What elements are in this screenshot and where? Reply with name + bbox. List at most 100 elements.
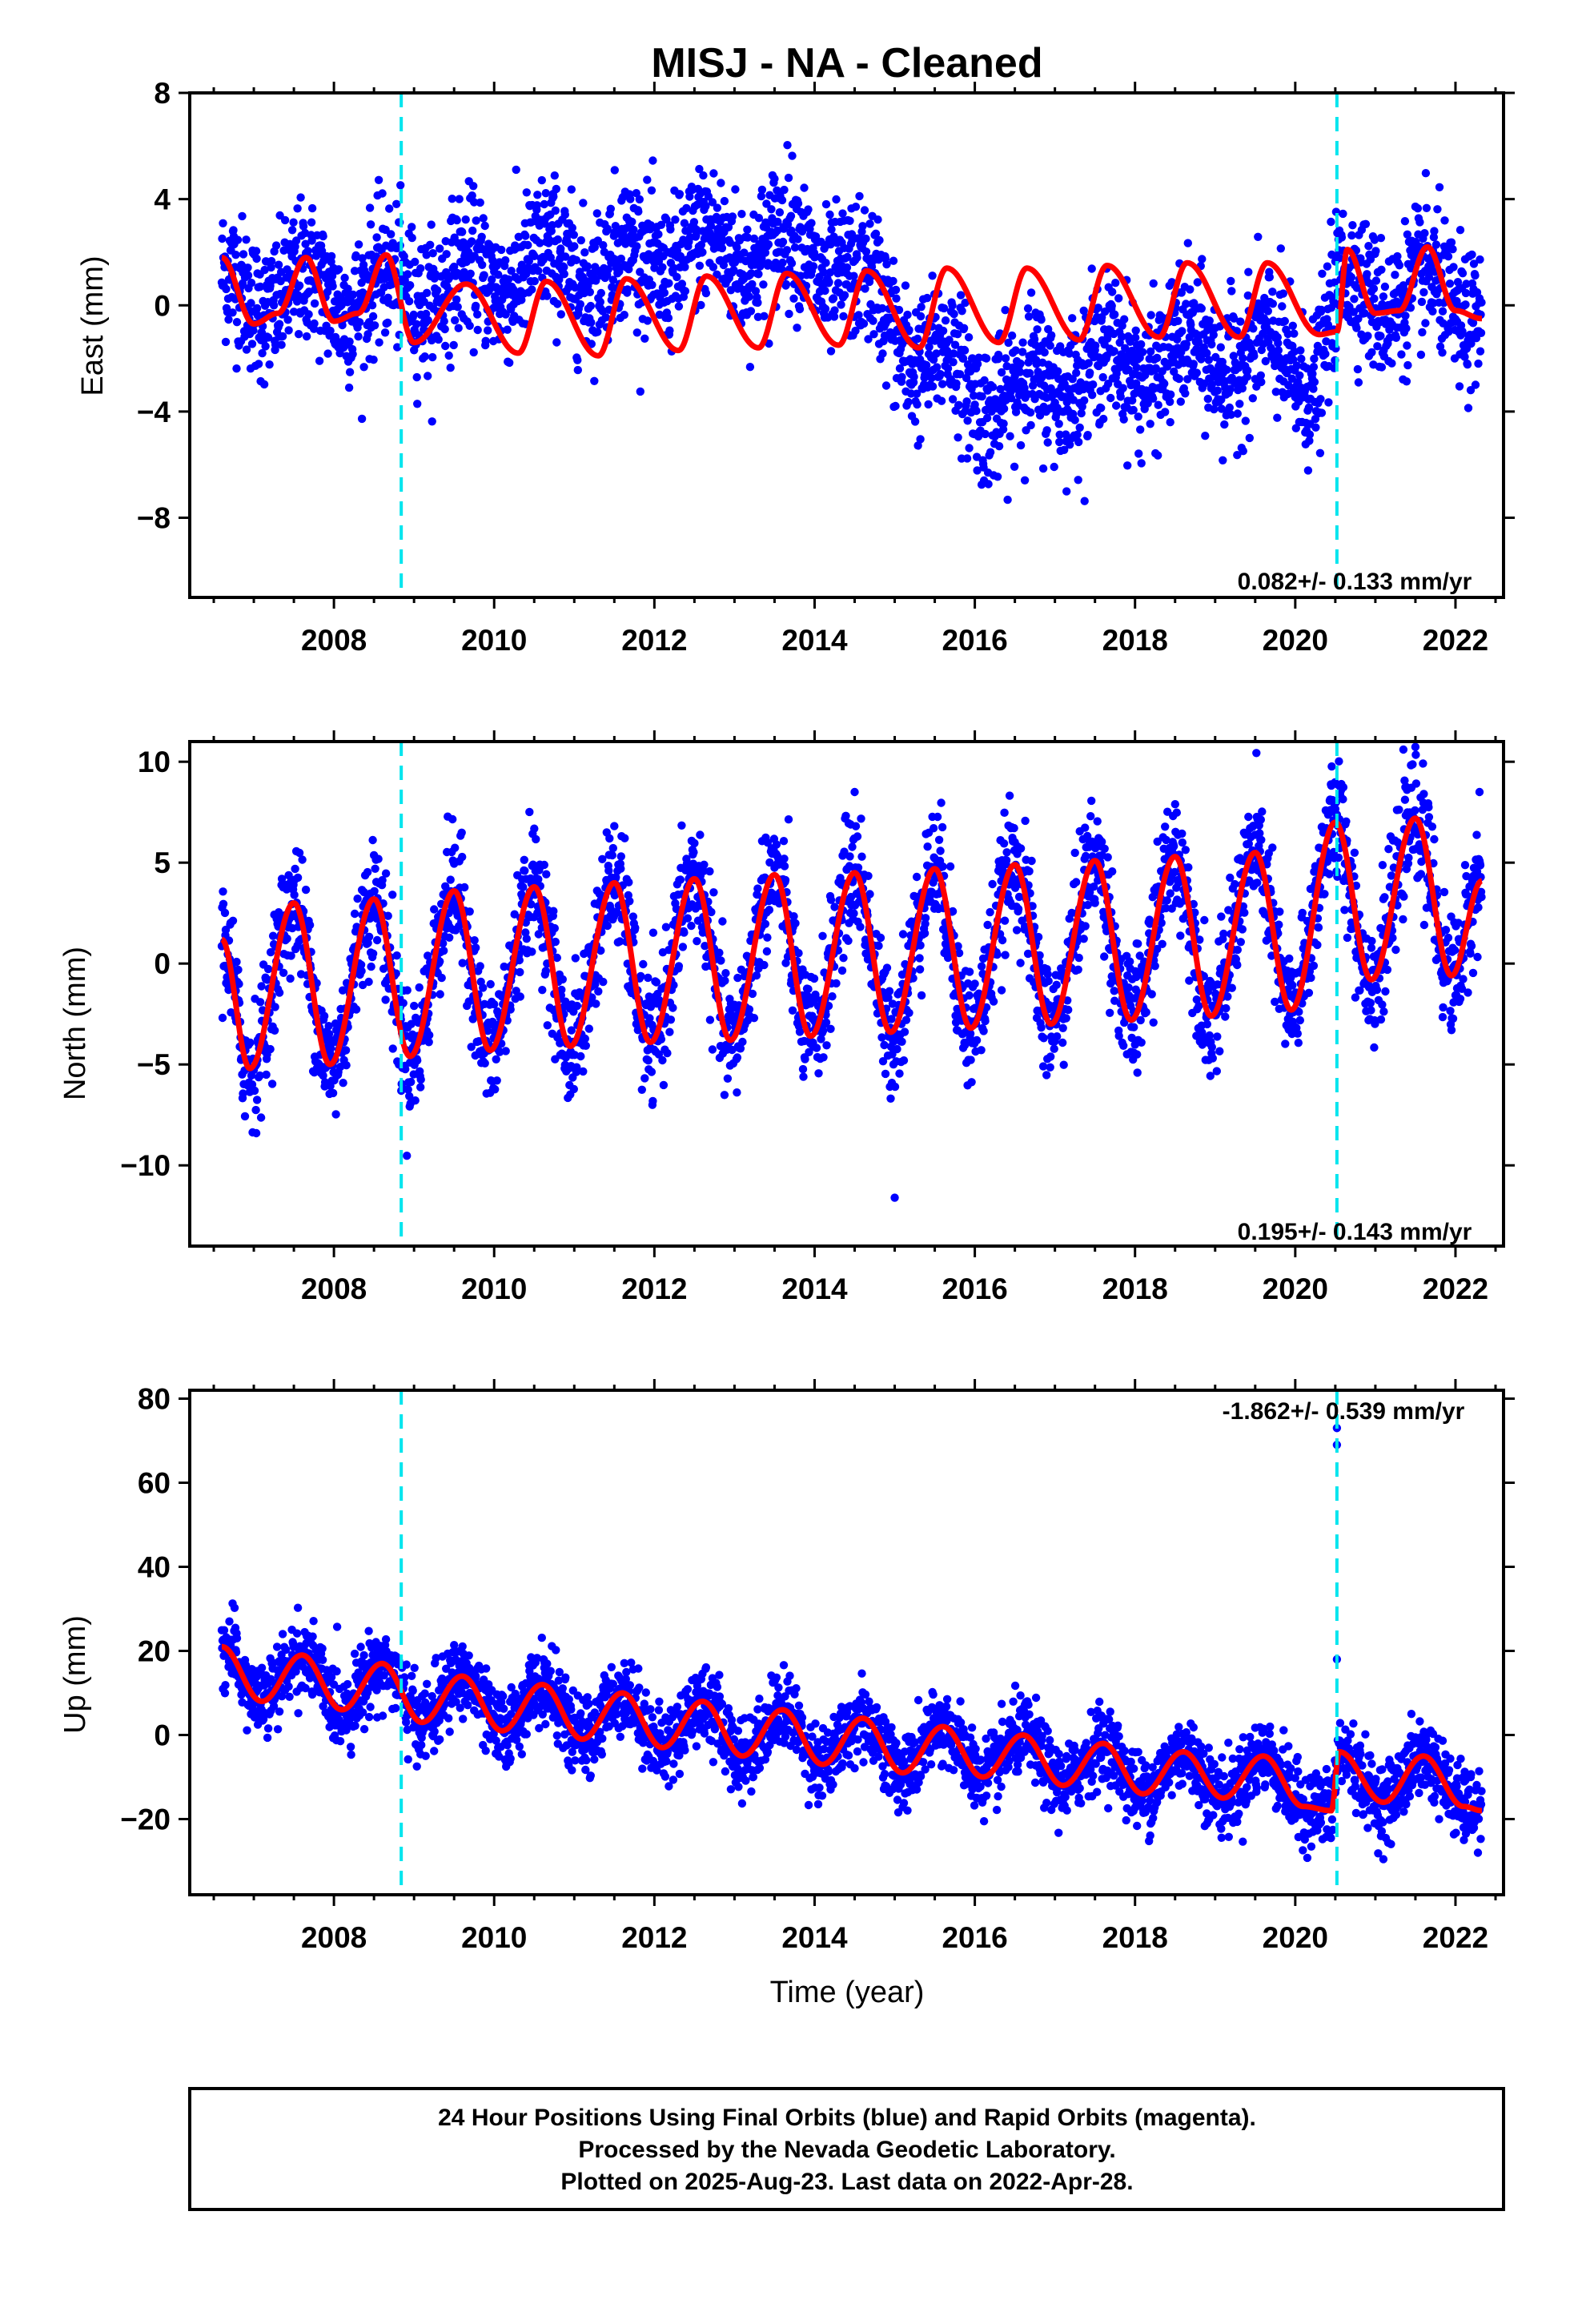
east-obs-point <box>1387 359 1396 368</box>
east-obs-point <box>913 334 922 344</box>
east-obs-point <box>1364 242 1373 251</box>
east-obs-point <box>830 306 839 315</box>
north-obs-point <box>639 959 648 969</box>
east-obs-point <box>380 328 390 337</box>
east-obs-point <box>503 325 512 334</box>
east-obs-point <box>882 259 891 269</box>
east-obs-point <box>986 448 995 456</box>
east-obs-point <box>620 311 628 320</box>
east-obs-point <box>912 389 921 398</box>
east-obs-point <box>664 313 673 323</box>
east-obs-point <box>1108 287 1117 296</box>
north-obs-point <box>388 891 397 899</box>
east-obs-point <box>948 395 958 404</box>
east-obs-point <box>247 340 257 348</box>
east-obs-point <box>434 335 443 344</box>
east-obs-point <box>311 251 321 260</box>
east-obs-point <box>365 203 375 212</box>
east-obs-point <box>1256 371 1266 380</box>
north-obs-point <box>915 965 925 974</box>
north-obs-point <box>371 864 379 874</box>
north-obs-point <box>938 822 947 832</box>
north-obs-point <box>717 956 725 965</box>
east-obs-point <box>1348 221 1357 230</box>
east-obs-point <box>428 417 436 426</box>
east-obs-point <box>1376 234 1386 243</box>
north-obs-point <box>608 843 617 853</box>
east-obs-point <box>949 358 958 367</box>
east-obs-point <box>1415 218 1424 227</box>
east-obs-point <box>697 240 706 249</box>
east-obs-point <box>1230 314 1239 323</box>
east-obs-point <box>354 332 363 341</box>
east-obs-point <box>598 307 607 316</box>
east-obs-point <box>943 364 953 373</box>
east-obs-point <box>450 262 459 271</box>
east-obs-point <box>762 199 771 208</box>
east-obs-point <box>287 226 297 235</box>
east-obs-point <box>997 368 1006 377</box>
east-obs-point <box>294 330 303 339</box>
east-obs-point <box>604 265 612 274</box>
east-obs-point <box>1015 368 1025 376</box>
east-obs-point <box>540 199 548 209</box>
north-obs-point <box>324 1029 334 1039</box>
east-obs-point <box>1121 344 1130 352</box>
east-obs-point <box>1137 459 1146 468</box>
east-obs-point <box>299 222 308 231</box>
east-obs-point <box>671 215 680 224</box>
east-obs-point <box>761 248 770 257</box>
east-obs-point <box>524 256 533 266</box>
east-obs-point <box>1243 372 1252 381</box>
north-obs-point <box>357 967 366 975</box>
east-obs-point <box>238 211 247 221</box>
north-obs-point <box>844 936 853 946</box>
east-obs-point <box>760 312 769 320</box>
north-obs-point <box>271 1003 279 1011</box>
east-obs-point <box>897 372 906 381</box>
east-obs-point <box>746 307 756 316</box>
east-obs-point <box>1327 217 1335 227</box>
east-obs-point <box>468 191 476 200</box>
east-obs-point <box>1216 343 1226 352</box>
east-obs-point <box>787 259 797 267</box>
east-obs-point <box>448 195 456 203</box>
east-obs-point <box>393 343 402 352</box>
north-obs-point <box>779 837 789 846</box>
north-obs-point <box>676 875 685 884</box>
north-obs-point <box>780 854 789 863</box>
east-obs-point <box>327 251 336 261</box>
east-obs-point <box>1349 308 1359 316</box>
east-obs-point <box>1134 412 1142 421</box>
east-obs-point <box>1054 367 1062 376</box>
east-obs-point <box>958 354 968 363</box>
east-obs-point <box>1399 285 1408 294</box>
east-obs-point <box>1018 348 1027 356</box>
east-obs-point <box>948 301 957 310</box>
north-obs-point <box>812 1043 821 1052</box>
east-obs-point <box>789 294 798 303</box>
north-obs-point <box>763 933 772 942</box>
north-obs-point <box>826 1024 835 1034</box>
east-obs-point <box>807 219 816 227</box>
east-obs-point <box>1361 219 1371 228</box>
north-obs-point <box>882 963 892 972</box>
east-obs-point <box>785 309 793 319</box>
east-obs-point <box>560 263 568 271</box>
east-obs-point <box>932 363 942 372</box>
east-obs-point <box>826 347 836 356</box>
north-obs-point <box>476 962 484 971</box>
north-obs-point <box>929 824 938 833</box>
east-obs-point <box>1166 397 1174 406</box>
east-obs-point <box>1026 420 1035 430</box>
east-obs-point <box>924 400 933 409</box>
east-obs-point <box>825 278 833 287</box>
north-obs-point <box>516 967 524 977</box>
east-obs-point <box>1460 352 1469 361</box>
east-obs-point <box>1223 365 1231 374</box>
north-obs-point <box>519 883 528 891</box>
east-obs-point <box>476 198 484 207</box>
east-obs-point <box>1243 291 1253 300</box>
east-obs-point <box>387 280 396 289</box>
east-obs-point <box>466 269 475 278</box>
